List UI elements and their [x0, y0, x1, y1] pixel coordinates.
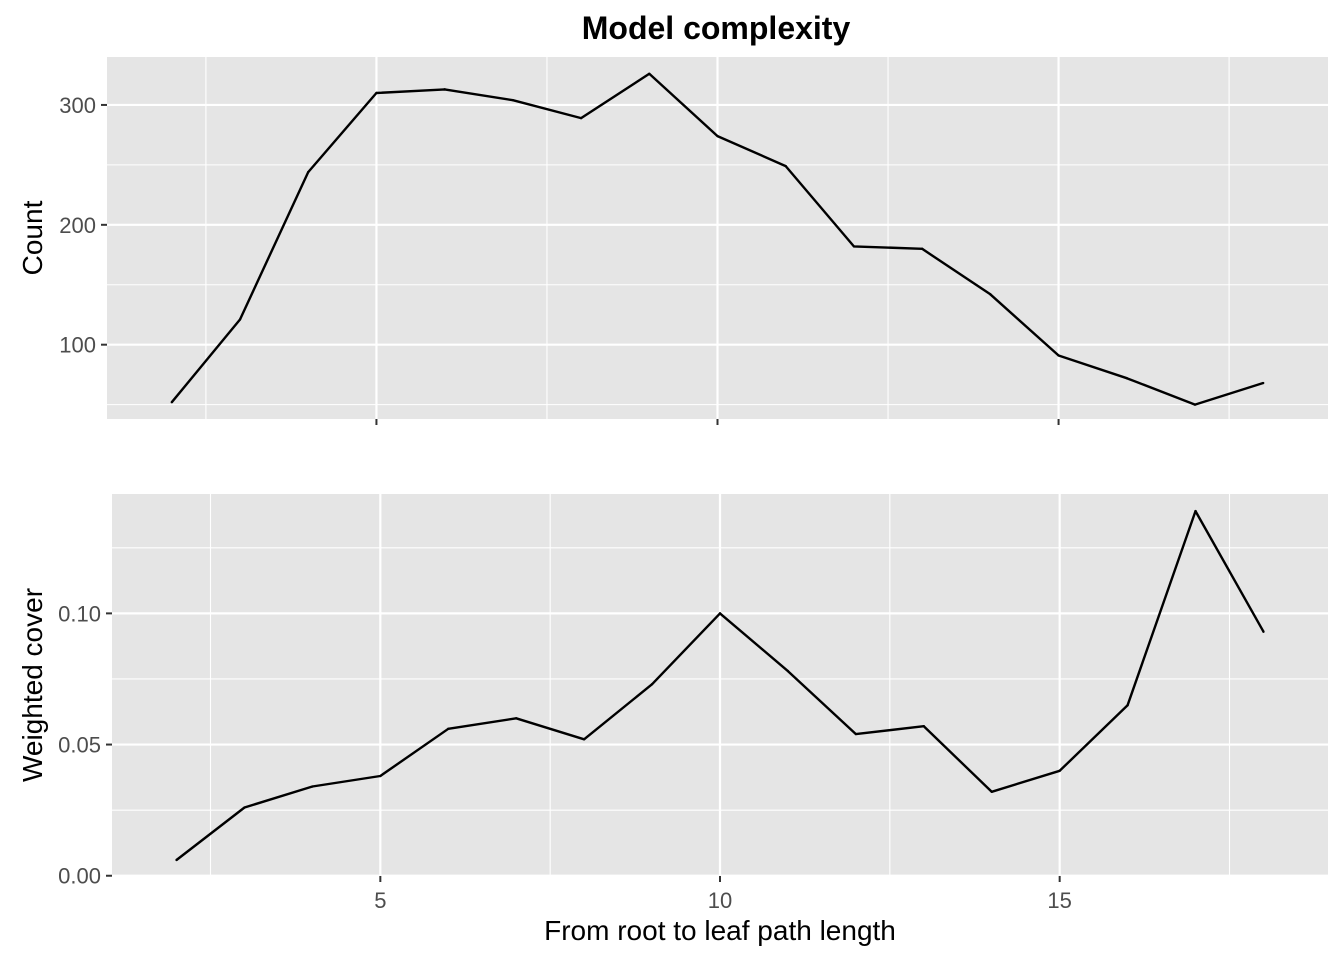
x-tick-label: 5 — [374, 888, 386, 913]
y-axis-title: Count — [17, 200, 48, 275]
data-point — [922, 724, 925, 728]
data-point — [854, 732, 858, 736]
data-point — [579, 116, 583, 120]
data-point — [582, 738, 586, 741]
data-point — [307, 170, 310, 174]
data-point — [170, 401, 174, 404]
data-point — [1125, 377, 1128, 380]
data-point — [511, 98, 515, 102]
data-point — [989, 293, 992, 296]
data-point — [786, 669, 790, 673]
data-point — [648, 72, 651, 75]
data-point — [920, 247, 924, 250]
data-point — [1194, 509, 1197, 513]
data-point — [1058, 769, 1061, 772]
data-point — [718, 612, 722, 615]
y-tick-label: 0.05 — [58, 733, 101, 758]
data-point — [243, 806, 246, 809]
chart-title: Model complexity — [582, 10, 851, 46]
data-point — [1126, 704, 1129, 707]
x-tick-label: 15 — [1047, 888, 1071, 913]
data-point — [175, 858, 178, 862]
data-point — [990, 790, 993, 793]
count-panel: 100 200 300 Count — [17, 57, 1328, 425]
data-point — [1262, 630, 1265, 633]
weighted-cover-panel: 0.00 0.05 0.10 5 10 15 Weighted cover — [17, 494, 1328, 913]
y-tick-label: 300 — [59, 93, 96, 118]
data-point — [1193, 403, 1197, 406]
data-point — [852, 245, 856, 248]
y-tick-label: 200 — [59, 213, 96, 238]
data-point — [447, 727, 450, 731]
data-point — [784, 164, 787, 168]
data-point — [238, 318, 242, 321]
y-tick-label: 100 — [59, 333, 96, 358]
data-point — [375, 91, 378, 95]
data-point — [1057, 354, 1060, 357]
y-tick-label: 0.10 — [58, 601, 101, 626]
data-point — [379, 774, 382, 778]
x-axis-title: From root to leaf path length — [544, 915, 896, 946]
data-point — [443, 88, 446, 91]
data-point — [515, 717, 518, 720]
data-point — [1261, 381, 1265, 385]
data-point — [650, 683, 654, 686]
x-tick-label: 10 — [708, 888, 732, 913]
y-tick-label: 0.00 — [58, 864, 101, 889]
data-point — [716, 134, 719, 138]
data-point — [311, 785, 314, 788]
y-axis-title: Weighted cover — [17, 588, 48, 782]
